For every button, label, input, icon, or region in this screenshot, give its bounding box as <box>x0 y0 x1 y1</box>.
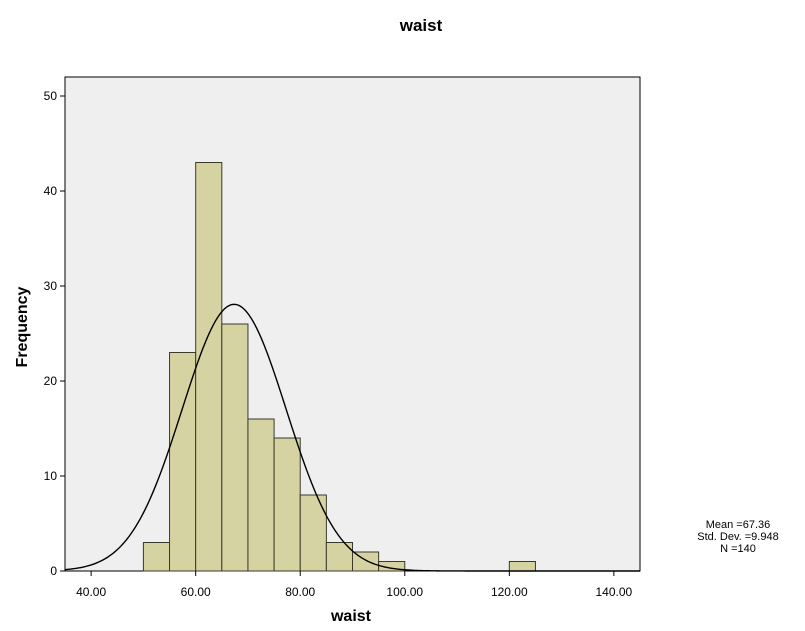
x-tick-label: 100.00 <box>386 585 423 599</box>
y-tick-label: 40 <box>44 184 58 198</box>
plot-area <box>64 76 641 572</box>
stats-mean: Mean =67.36 <box>706 519 771 531</box>
x-tick-label: 80.00 <box>285 585 315 599</box>
histogram-bar <box>142 542 171 572</box>
stats-n: N =140 <box>720 543 756 555</box>
y-tick-label: 10 <box>44 469 58 483</box>
x-tick-label: 60.00 <box>181 585 211 599</box>
histogram-bar <box>378 561 406 572</box>
stats-std-dev: Std. Dev. =9.948 <box>697 531 778 543</box>
x-tick-label: 40.00 <box>76 585 106 599</box>
y-tick-label: 0 <box>50 564 57 578</box>
y-tick-label: 20 <box>44 374 58 388</box>
histogram-bar <box>195 162 223 572</box>
x-tick-label: 140.00 <box>596 585 633 599</box>
chart-title: waist <box>399 16 443 35</box>
x-tick-label: 120.00 <box>491 585 528 599</box>
histogram-bar <box>247 418 275 572</box>
histogram-bar <box>508 561 536 572</box>
histogram-bar <box>221 323 249 572</box>
histogram-bar <box>169 352 197 572</box>
y-tick-label: 30 <box>44 279 58 293</box>
x-axis-label: waist <box>330 608 372 625</box>
histogram-bar <box>273 437 301 572</box>
y-axis-label: Frequency <box>14 286 31 367</box>
normal-curve <box>64 303 640 572</box>
stats-box: Mean =67.36 Std. Dev. =9.948 N =140 <box>697 519 778 555</box>
y-tick-label: 50 <box>44 89 58 103</box>
